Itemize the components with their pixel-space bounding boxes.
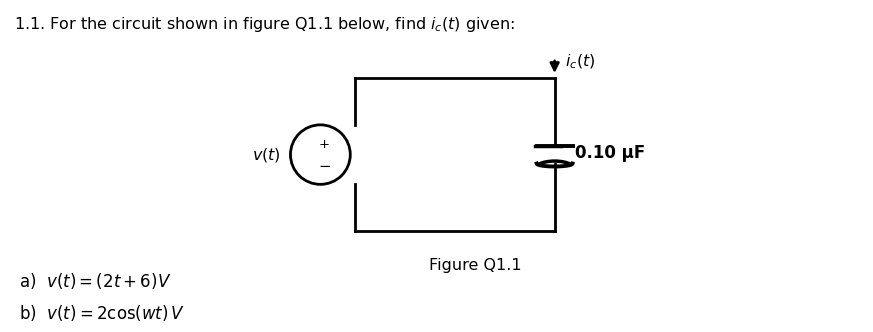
Text: +: +: [319, 138, 330, 151]
Text: 1.1. For the circuit shown in figure Q1.1 below, find $i_c(t)$ given:: 1.1. For the circuit shown in figure Q1.…: [14, 15, 515, 34]
Text: −: −: [318, 159, 331, 174]
Text: b)  $v(t) = 2\cos(wt)\,V$: b) $v(t) = 2\cos(wt)\,V$: [19, 303, 185, 323]
Text: a)  $v(t) = (2t + 6)V$: a) $v(t) = (2t + 6)V$: [19, 271, 172, 291]
Text: $i_c(t)$: $i_c(t)$: [565, 53, 595, 71]
Text: 0.10 μF: 0.10 μF: [574, 144, 645, 162]
Text: Figure Q1.1: Figure Q1.1: [429, 258, 521, 273]
Text: $v(t)$: $v(t)$: [251, 146, 280, 164]
